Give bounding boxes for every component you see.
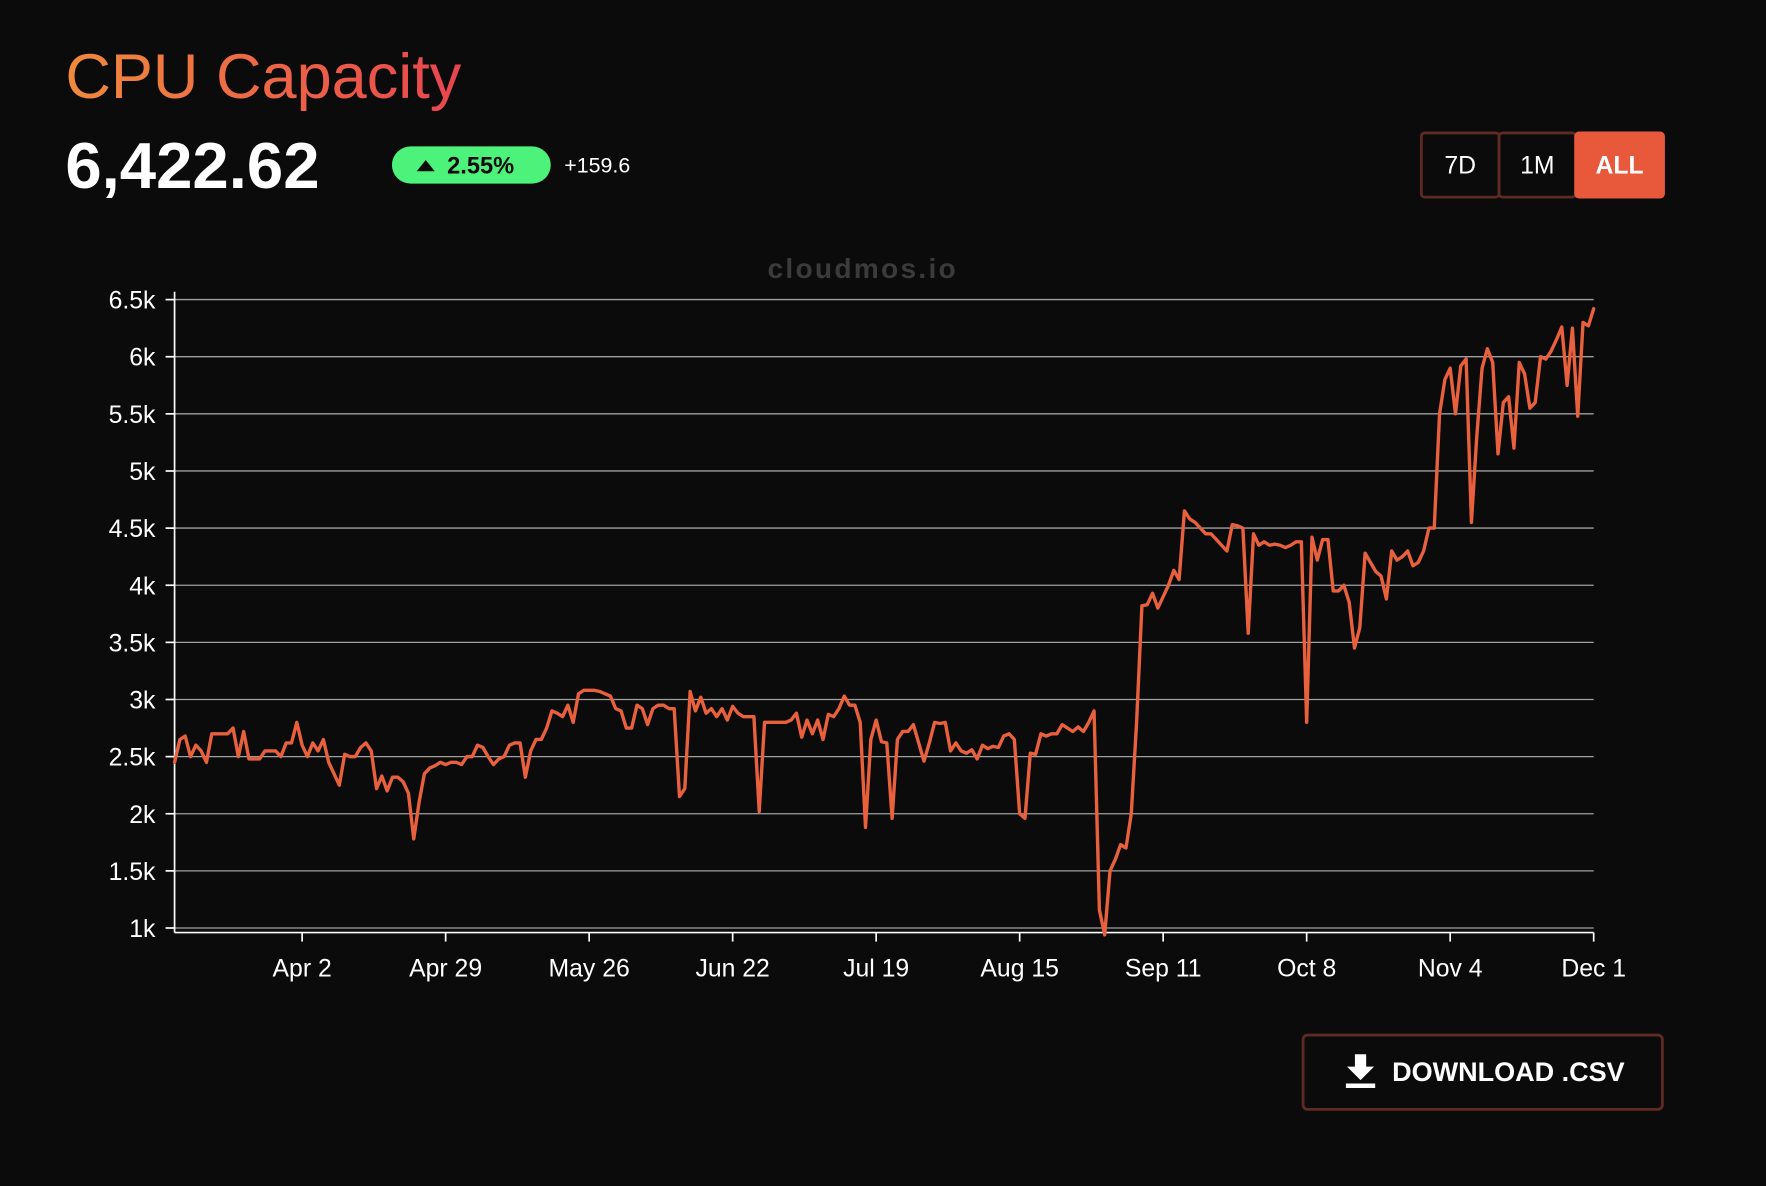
page-title: CPU Capacity <box>65 42 461 112</box>
x-tick-label: Jul 19 <box>843 955 909 982</box>
watermark: cloudmos.io <box>767 253 958 284</box>
y-tick-label: 1.5k <box>109 859 156 886</box>
y-tick-label: 2k <box>129 802 156 829</box>
y-tick-label: 3.5k <box>109 630 156 657</box>
change-percent: 2.55% <box>447 153 514 179</box>
y-tick-label: 1k <box>129 916 156 943</box>
y-tick-label: 2.5k <box>109 745 156 772</box>
y-tick-label: 4k <box>129 573 156 600</box>
y-tick-label: 3k <box>129 688 156 715</box>
y-tick-label: 6k <box>129 345 156 372</box>
x-tick-label: Dec 1 <box>1561 955 1626 982</box>
x-tick-label: Sep 11 <box>1125 955 1202 982</box>
x-tick-label: Jun 22 <box>695 955 769 982</box>
x-tick-label: Aug 15 <box>980 955 1058 982</box>
y-tick-label: 6.5k <box>109 288 156 315</box>
download-button[interactable] <box>1301 1033 1664 1111</box>
x-tick-label: May 26 <box>549 955 630 982</box>
x-tick-label: Oct 8 <box>1277 955 1336 982</box>
range-selector: 7D 1M ALL <box>1419 131 1665 199</box>
download-label[interactable]: DOWNLOAD .CSV <box>1392 1057 1625 1087</box>
x-tick-label: Nov 4 <box>1418 955 1483 982</box>
range-label[interactable]: ALL <box>1596 152 1644 179</box>
current-value: 6,422.62 <box>65 129 319 202</box>
change-absolute: +159.6 <box>564 153 630 177</box>
y-tick-label: 4.5k <box>109 516 156 543</box>
y-tick-label: 5.5k <box>109 402 156 429</box>
range-label[interactable]: 7D <box>1444 152 1476 179</box>
x-tick-label: Apr 2 <box>273 955 332 982</box>
range-label[interactable]: 1M <box>1520 152 1554 179</box>
change-badge <box>391 146 551 184</box>
x-tick-label: Apr 29 <box>409 955 482 982</box>
y-tick-label: 5k <box>129 459 156 486</box>
up-arrow <box>416 159 435 172</box>
range-button[interactable] <box>1574 131 1665 199</box>
chart: 1k 1.5k 2k 2.5k 3k 3.5k 4k 4.5k 5k 5.5k 6k 6.5k Apr … <box>109 288 1626 983</box>
data-line <box>172 307 1596 937</box>
download-icon <box>1345 1054 1376 1088</box>
